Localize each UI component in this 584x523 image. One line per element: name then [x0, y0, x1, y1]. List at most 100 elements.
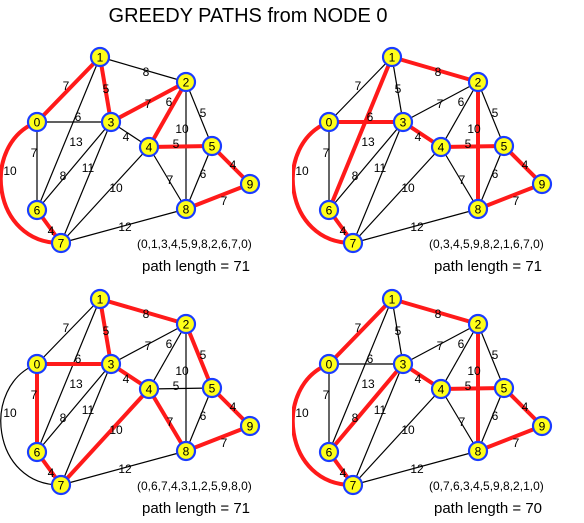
edge-2-5 — [477, 81, 505, 147]
node-label-4: 4 — [146, 141, 153, 155]
edge-weight-3-7: 11 — [374, 403, 387, 417]
node-9 — [239, 415, 261, 437]
node-9 — [531, 415, 553, 437]
edge-3-6 — [36, 121, 112, 211]
edge-weight-0-3: 6 — [367, 110, 374, 124]
edge-weight-1-6: 13 — [361, 377, 375, 391]
edge-weight-1-3: 5 — [395, 82, 402, 96]
edge-1-2-highlighted — [391, 297, 479, 326]
edge-1-2 — [99, 56, 187, 83]
node-0 — [26, 353, 48, 375]
node-4 — [430, 136, 452, 158]
node-label-4: 4 — [146, 383, 153, 397]
edge-5-8 — [477, 387, 505, 452]
node-label-7: 7 — [350, 479, 357, 493]
edge-weight-2-8: 10 — [467, 364, 481, 378]
edge-weight-7-8: 12 — [410, 220, 424, 234]
edge-weight-0-3: 6 — [75, 110, 82, 124]
edge-4-8 — [440, 388, 479, 452]
edge-weight-0-6: 7 — [323, 388, 330, 402]
edge-1-0 — [328, 56, 393, 123]
node-label-8: 8 — [183, 445, 190, 459]
edge-weight-3-4: 4 — [415, 372, 422, 386]
edge-3-6 — [36, 363, 112, 453]
edge-weight-3-7: 11 — [374, 161, 387, 175]
edge-weight-2-8: 10 — [467, 122, 481, 136]
path-length: path length = 71 — [142, 258, 250, 275]
edge-weight-2-4: 6 — [166, 337, 173, 351]
node-label-2: 2 — [183, 318, 190, 332]
edge-weight-1-6: 13 — [69, 377, 83, 391]
node-3 — [100, 353, 122, 375]
edge-weight-5-8: 6 — [492, 167, 499, 181]
edge-weight-5-9: 4 — [522, 400, 529, 414]
edge-weight-1-3: 5 — [103, 324, 110, 338]
edge-weight-2-4: 6 — [458, 95, 465, 109]
edge-1-3-highlighted — [98, 56, 113, 123]
edge-5-8 — [185, 145, 213, 210]
edge-weight-3-4: 4 — [415, 130, 422, 144]
edge-weight-4-5: 5 — [465, 379, 472, 393]
edge-7-8 — [352, 208, 479, 244]
node-label-2: 2 — [475, 76, 482, 90]
edge-weight-0-6: 7 — [31, 388, 38, 402]
edge-weight-5-9: 4 — [522, 158, 529, 172]
node-label-6: 6 — [34, 446, 41, 460]
edge-weight-3-6: 8 — [352, 169, 359, 183]
edge-1-0-highlighted — [35, 55, 102, 124]
panel-3: 7 8 5 13 6 7 10 7 6 5 10 4 8 11 5 7 10 6 4 4 12 7 0 1 2 3 4 5 6 7 8 9 (0… — [0, 276, 292, 518]
edge-weight-2-5: 5 — [200, 348, 207, 362]
edge-5-8 — [185, 387, 213, 452]
node-7 — [50, 232, 72, 254]
figure-title: GREEDY PATHS from NODE 0 — [109, 5, 388, 27]
edge-8-9-highlighted — [477, 182, 543, 211]
node-0 — [318, 353, 340, 375]
node-4 — [138, 136, 160, 158]
edge-weight-4-8: 7 — [167, 173, 174, 187]
node-label-2: 2 — [475, 318, 482, 332]
node-label-5: 5 — [501, 140, 508, 154]
node-label-6: 6 — [34, 204, 41, 218]
edge-weight-8-9: 7 — [221, 194, 228, 208]
node-3 — [100, 111, 122, 133]
edge-0-7 — [0, 363, 62, 486]
node-label-6: 6 — [326, 204, 333, 218]
node-3 — [392, 111, 414, 133]
edge-4-7 — [352, 388, 442, 486]
edge-4-7 — [352, 146, 442, 244]
edge-weight-7-8: 12 — [118, 462, 132, 476]
edge-4-7-highlighted — [59, 387, 151, 487]
edge-3-6 — [328, 121, 404, 211]
edge-weight-8-9: 7 — [221, 436, 228, 450]
edge-4-8 — [148, 146, 187, 210]
node-1 — [89, 46, 111, 68]
node-6 — [26, 199, 48, 221]
node-8 — [175, 198, 197, 220]
node-9 — [239, 173, 261, 195]
path-length: path length = 71 — [434, 258, 542, 275]
node-label-0: 0 — [34, 116, 41, 130]
node-label-9: 9 — [539, 420, 546, 434]
node-1 — [381, 288, 403, 310]
node-label-0: 0 — [326, 116, 333, 130]
edge-weight-8-9: 7 — [513, 194, 520, 208]
node-label-2: 2 — [183, 76, 190, 90]
edge-weight-3-7: 11 — [82, 403, 95, 417]
edge-2-5 — [477, 323, 505, 389]
edge-weight-1-2: 8 — [435, 65, 442, 79]
edge-2-4-highlighted — [147, 81, 188, 148]
node-4 — [430, 378, 452, 400]
title-text: GREEDY PATHS from NODE 0 — [109, 5, 388, 27]
edge-1-6 — [36, 298, 101, 453]
edge-8-9-highlighted — [185, 424, 251, 453]
edge-weight-4-8: 7 — [167, 415, 174, 429]
edge-weight-6-7: 4 — [48, 224, 55, 238]
edge-weight-1-0: 7 — [63, 79, 70, 93]
edge-weight-0-7: 10 — [3, 406, 17, 420]
node-label-3: 3 — [400, 116, 407, 130]
edge-4-8-highlighted — [147, 387, 188, 453]
edge-2-4 — [440, 323, 479, 390]
edge-7-8 — [352, 450, 479, 486]
